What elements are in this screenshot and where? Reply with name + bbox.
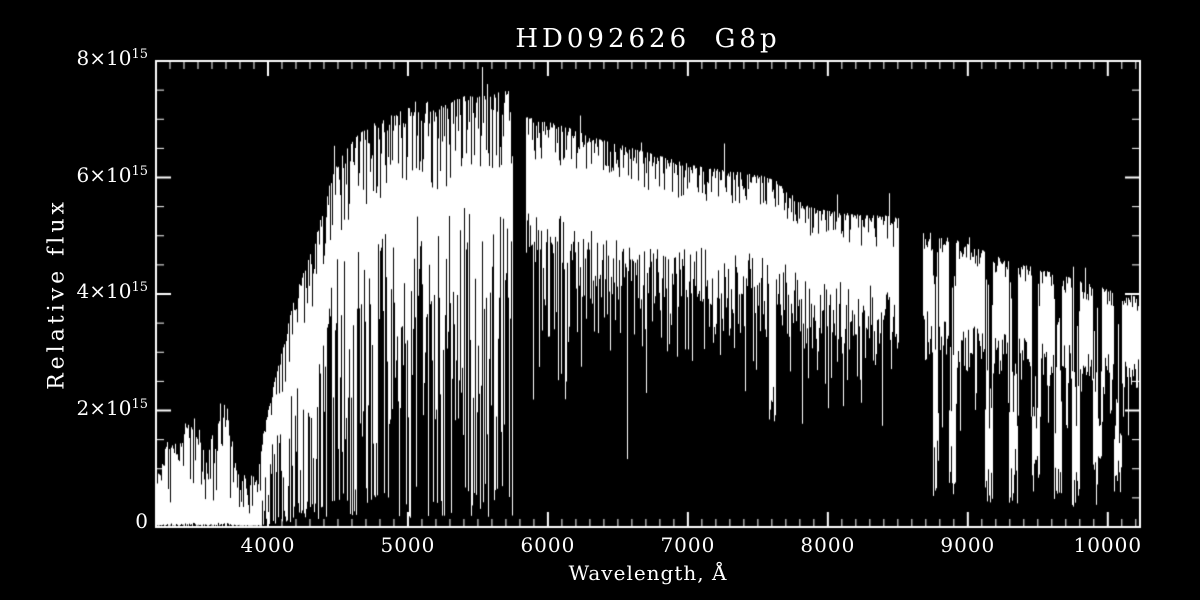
y-tick-label: 0 (135, 509, 148, 533)
y-tick-label: 8×1015 (76, 46, 148, 70)
x-tick-label: 7000 (660, 533, 716, 557)
y-tick-label: 4×1015 (76, 279, 148, 303)
chart-title: HD092626 G8p (515, 24, 781, 54)
x-tick-label: 5000 (380, 533, 436, 557)
x-tick-label: 10000 (1073, 533, 1143, 557)
y-axis-label: Relative flux (44, 198, 70, 390)
y-tick-label: 2×1015 (76, 395, 148, 420)
x-tick-label: 9000 (940, 533, 996, 557)
y-tick-label: 6×1015 (76, 162, 148, 187)
x-tick-label: 8000 (800, 533, 856, 557)
x-tick-label: 4000 (240, 533, 296, 557)
x-axis-label: Wavelength, Å (568, 561, 728, 585)
x-tick-label: 6000 (520, 533, 576, 557)
